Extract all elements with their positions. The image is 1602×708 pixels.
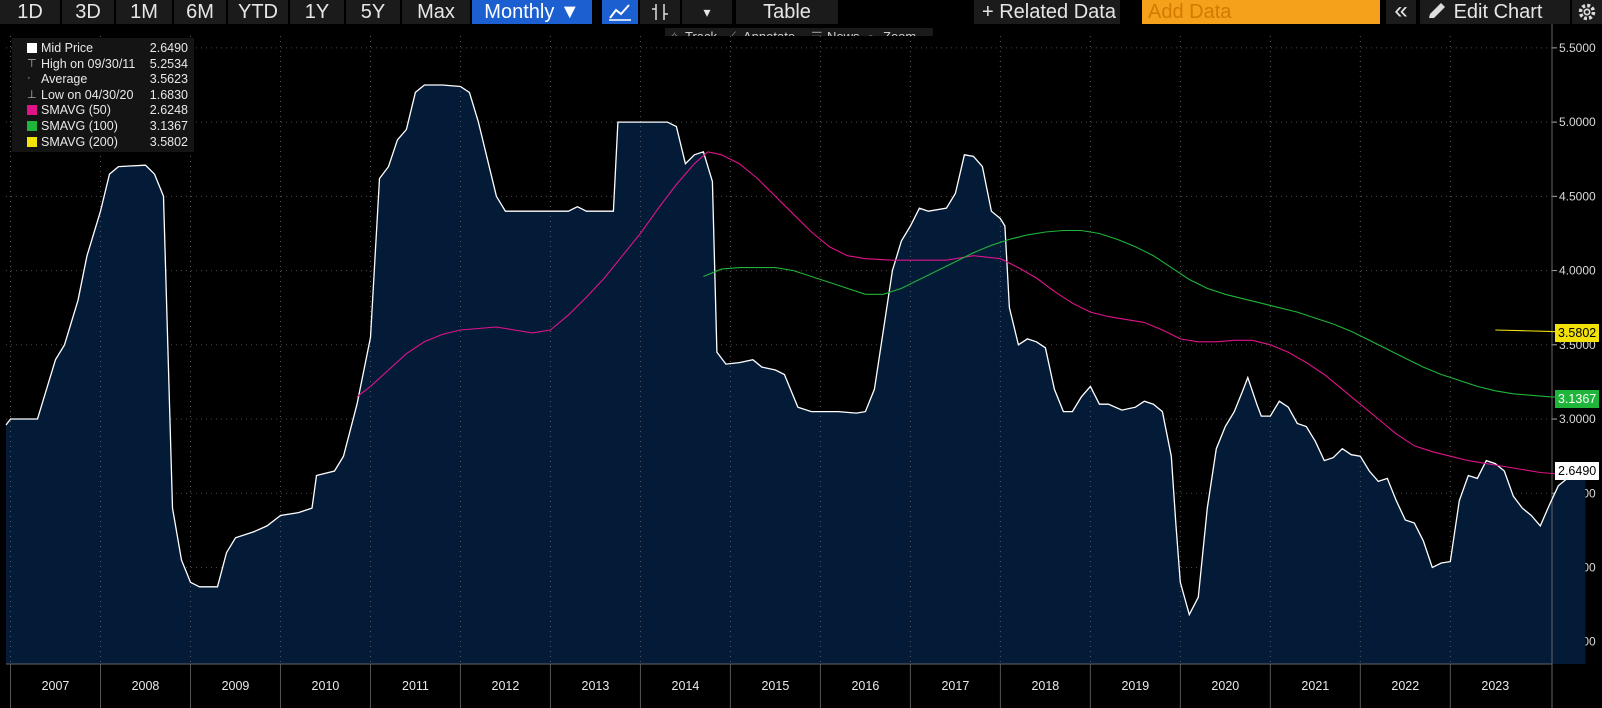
legend-value: 3.5802 [149, 134, 188, 149]
y-tick-label: 4.5000 [1559, 189, 1596, 203]
x-tick-label: 2014 [672, 679, 700, 693]
legend-label: Mid Price [41, 41, 94, 55]
x-tick-label: 2023 [1481, 679, 1509, 693]
legend-swatch [27, 121, 37, 131]
x-tick-label: 2017 [941, 679, 969, 693]
legend-label: SMAVG (100) [41, 119, 118, 133]
x-tick-label: 2007 [42, 679, 70, 693]
x-tick-label: 2020 [1211, 679, 1239, 693]
line-chart-icon[interactable] [602, 0, 638, 24]
gear-icon[interactable] [1572, 0, 1602, 24]
legend-value: 2.6248 [149, 103, 188, 118]
range-1d-button[interactable]: 1D [0, 0, 60, 24]
toolbar: 1D 3D 1M 6M YTD 1Y 5Y Max Monthly ▼ ▾ Ta… [0, 0, 1602, 24]
x-tick-label: 2012 [492, 679, 520, 693]
chart-type-dropdown[interactable]: ▾ [682, 0, 732, 24]
candlestick-icon[interactable] [640, 0, 680, 24]
legend-value: 1.6830 [149, 87, 188, 102]
legend-label: High on 09/30/11 [41, 56, 136, 71]
pencil-icon [1429, 3, 1445, 18]
y-tick-label: 4.0000 [1559, 264, 1596, 278]
table-button[interactable]: Table [736, 0, 838, 24]
sma100-line [703, 229, 1586, 400]
legend-value: 3.5623 [149, 72, 188, 87]
legend-item[interactable]: · Average 3.5623 [12, 71, 194, 87]
x-tick-label: 2013 [582, 679, 610, 693]
legend-label: Average [41, 72, 88, 87]
legend-swatch [27, 136, 37, 147]
x-tick-label: 2009 [222, 679, 250, 693]
legend-item[interactable]: ⊥ Low on 04/30/20 1.6830 [12, 87, 194, 103]
legend-value: 5.2534 [149, 56, 188, 71]
x-tick-label: 2016 [851, 679, 879, 693]
x-tick-label: 2018 [1031, 679, 1059, 693]
add-data-input[interactable]: Add Data [1142, 0, 1380, 24]
range-max-button[interactable]: Max [402, 0, 470, 24]
range-3d-button[interactable]: 3D [62, 0, 114, 24]
legend-label: Low on 04/30/20 [41, 87, 134, 102]
edit-chart-label: Edit Chart [1453, 1, 1543, 23]
sma50-line [356, 151, 1586, 476]
y-tick-label: 3.0000 [1559, 412, 1596, 426]
frequency-dropdown[interactable]: Monthly ▼ [472, 0, 592, 24]
x-tick-label: 2011 [402, 679, 429, 693]
legend-label: SMAVG (200) [41, 134, 118, 149]
y-tick-label: 5.0000 [1559, 115, 1596, 129]
x-tick-label: 2008 [132, 679, 160, 693]
chart-legend: Mid Price 2.6490 ⊤ High on 09/30/11 5.2534 · A… [12, 38, 194, 152]
legend-value: 3.1367 [149, 119, 188, 133]
legend-item[interactable]: SMAVG (50) 2.6248 [12, 102, 194, 118]
legend-item[interactable]: SMAVG (200) 3.5802 [12, 134, 194, 150]
x-tick-label: 2022 [1391, 679, 1419, 693]
range-ytd-button[interactable]: YTD [228, 0, 288, 24]
white-tag: 2.6490 [1555, 462, 1600, 481]
range-6m-button[interactable]: 6M [174, 0, 226, 24]
collapse-button[interactable]: « [1386, 0, 1416, 24]
high-marker-icon: ⊤ [27, 57, 37, 70]
legend-label: SMAVG (50) [41, 103, 111, 118]
mid-price-line [5, 84, 1586, 617]
range-1m-button[interactable]: 1M [116, 0, 172, 24]
legend-value: 2.6490 [149, 41, 188, 55]
related-data-button[interactable]: + Related Data [974, 0, 1120, 24]
range-5y-button[interactable]: 5Y [346, 0, 400, 24]
price-area [6, 84, 1586, 664]
x-tick-label: 2019 [1121, 679, 1149, 693]
legend-item[interactable]: ⊤ High on 09/30/11 5.2534 [12, 56, 194, 72]
range-1y-button[interactable]: 1Y [290, 0, 344, 24]
legend-swatch [27, 105, 37, 116]
low-marker-icon: ⊥ [27, 88, 37, 101]
legend-item[interactable]: SMAVG (100) 3.1367 [12, 118, 194, 134]
green-tag: 3.1367 [1555, 389, 1600, 408]
edit-chart-button[interactable]: Edit Chart [1420, 0, 1570, 24]
y-tick-label: 5.5000 [1559, 41, 1596, 55]
x-tick-label: 2015 [761, 679, 789, 693]
price-chart[interactable]: 1.50002.00002.50003.00003.50004.00004.50… [0, 24, 1602, 708]
yellow-tag: 3.5802 [1555, 323, 1600, 342]
x-tick-label: 2021 [1301, 679, 1329, 693]
x-tick-label: 2010 [312, 679, 340, 693]
legend-item[interactable]: Mid Price 2.6490 [12, 40, 194, 56]
legend-swatch [27, 43, 37, 53]
avg-marker-icon: · [27, 72, 31, 85]
